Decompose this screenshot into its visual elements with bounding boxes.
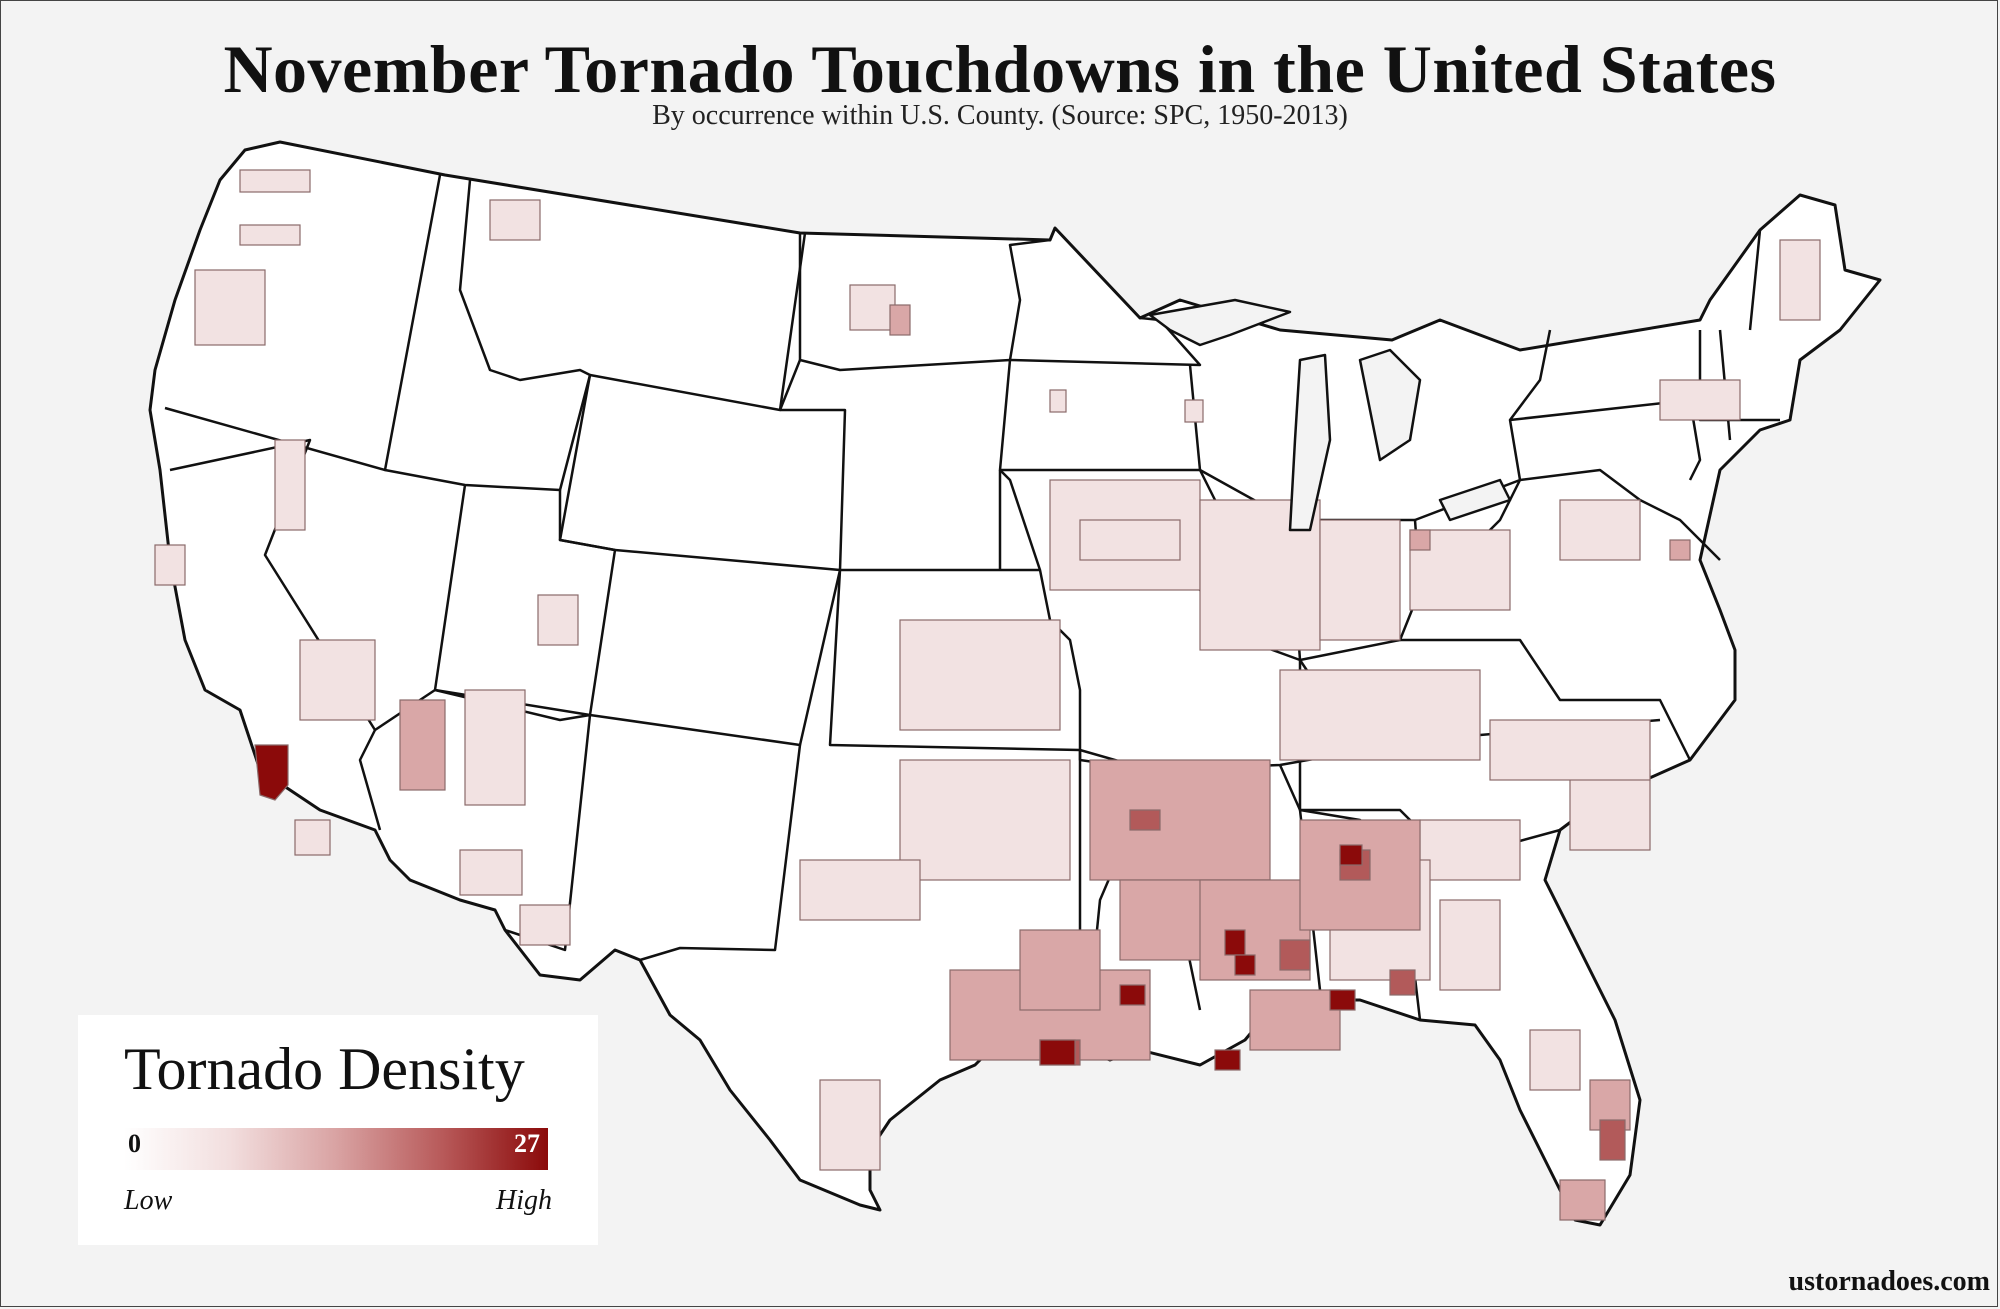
legend-color-ramp <box>124 1128 548 1170</box>
legend-title: Tornado Density <box>124 1036 525 1102</box>
legend-panel: Tornado Density 0 27 Low High <box>78 1015 598 1245</box>
legend-min-value: 0 <box>128 1129 141 1158</box>
great-lakes <box>1148 298 1512 532</box>
map-subtitle: By occurrence within U.S. County. (Sourc… <box>652 100 1348 131</box>
source-credit: ustornadoes.com <box>1788 1266 1990 1297</box>
legend-high-label: High <box>496 1185 552 1216</box>
map-title: November Tornado Touchdowns in the Unite… <box>223 31 1777 107</box>
county-density-layer <box>154 169 1821 1221</box>
legend-max-value: 27 <box>514 1129 540 1158</box>
legend-low-label: Low <box>124 1185 173 1216</box>
